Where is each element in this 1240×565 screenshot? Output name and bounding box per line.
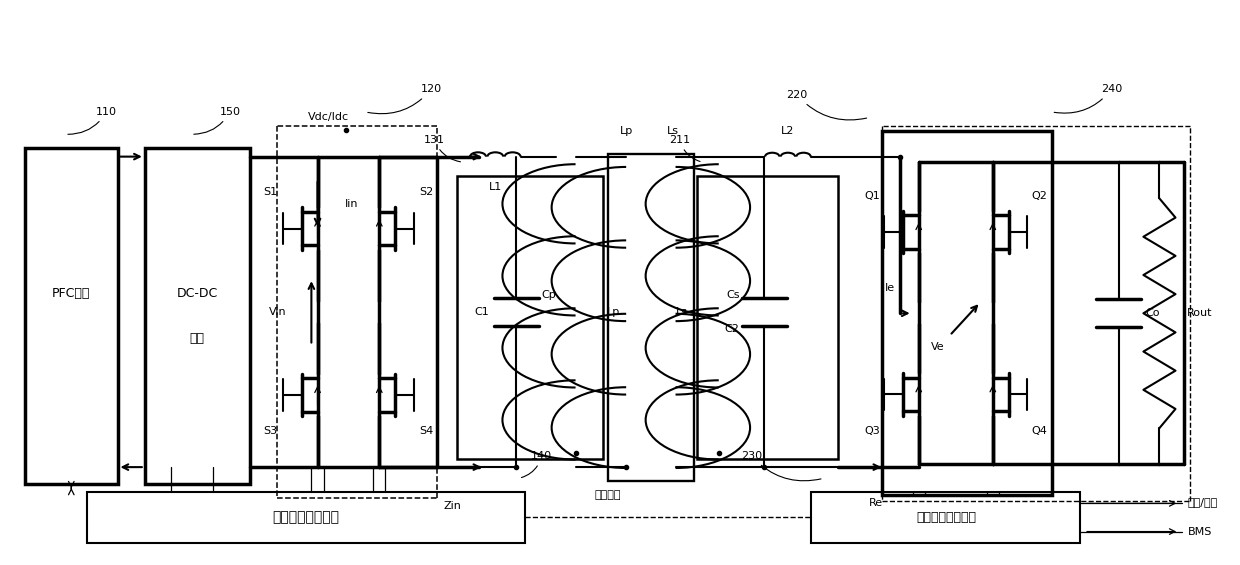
Text: S3: S3 bbox=[264, 427, 278, 436]
Text: 211: 211 bbox=[670, 134, 701, 162]
Text: 240: 240 bbox=[1054, 84, 1122, 113]
Text: Iin: Iin bbox=[345, 199, 358, 209]
Text: BMS: BMS bbox=[1188, 527, 1213, 537]
Text: Cp: Cp bbox=[541, 290, 556, 300]
Text: Ie: Ie bbox=[885, 283, 895, 293]
Text: 120: 120 bbox=[368, 84, 441, 114]
Text: Vin: Vin bbox=[269, 307, 286, 317]
Text: Cs: Cs bbox=[727, 290, 740, 300]
Text: S4: S4 bbox=[419, 427, 433, 436]
Text: S2: S2 bbox=[419, 187, 433, 197]
Bar bbox=[145, 148, 249, 484]
Text: C1: C1 bbox=[475, 307, 489, 317]
Bar bbox=[458, 176, 603, 459]
Text: PFC电路: PFC电路 bbox=[52, 287, 91, 300]
Text: C2: C2 bbox=[725, 324, 740, 334]
Text: Q2: Q2 bbox=[1032, 191, 1048, 201]
Text: Co: Co bbox=[1146, 308, 1161, 318]
Bar bbox=[25, 148, 118, 484]
Text: Q3: Q3 bbox=[864, 426, 879, 436]
Text: L1: L1 bbox=[489, 182, 502, 193]
Text: 140: 140 bbox=[522, 451, 552, 477]
Text: S1: S1 bbox=[264, 187, 278, 197]
Text: Re: Re bbox=[868, 498, 883, 508]
Bar bbox=[697, 176, 838, 459]
Text: 无线通讯: 无线通讯 bbox=[594, 490, 621, 500]
Text: 基建采样控制电路: 基建采样控制电路 bbox=[273, 510, 340, 524]
Text: 电压/电流: 电压/电流 bbox=[1188, 497, 1218, 507]
Bar bbox=[608, 154, 694, 481]
Bar bbox=[811, 492, 1080, 542]
Text: 150: 150 bbox=[193, 107, 241, 134]
Text: Ve: Ve bbox=[931, 342, 945, 352]
Text: 车载检测控制电路: 车载检测控制电路 bbox=[916, 511, 976, 524]
Text: 230: 230 bbox=[740, 451, 821, 481]
Bar bbox=[87, 492, 525, 542]
Text: Zin: Zin bbox=[444, 501, 461, 511]
Text: 电路: 电路 bbox=[190, 332, 205, 345]
Text: 131: 131 bbox=[424, 134, 460, 162]
Text: Ls: Ls bbox=[676, 307, 688, 317]
Text: Lp: Lp bbox=[620, 127, 632, 137]
Text: Q1: Q1 bbox=[864, 191, 879, 201]
Text: L2: L2 bbox=[781, 127, 795, 137]
Text: Ls: Ls bbox=[667, 127, 680, 137]
Text: DC-DC: DC-DC bbox=[176, 287, 218, 300]
Text: Q4: Q4 bbox=[1032, 426, 1048, 436]
Text: 220: 220 bbox=[786, 90, 867, 120]
Text: Lp: Lp bbox=[606, 307, 620, 317]
Text: 110: 110 bbox=[68, 107, 117, 134]
Text: Vdc/Idc: Vdc/Idc bbox=[308, 112, 348, 123]
Text: Rout: Rout bbox=[1187, 308, 1213, 318]
Bar bbox=[882, 132, 1052, 495]
